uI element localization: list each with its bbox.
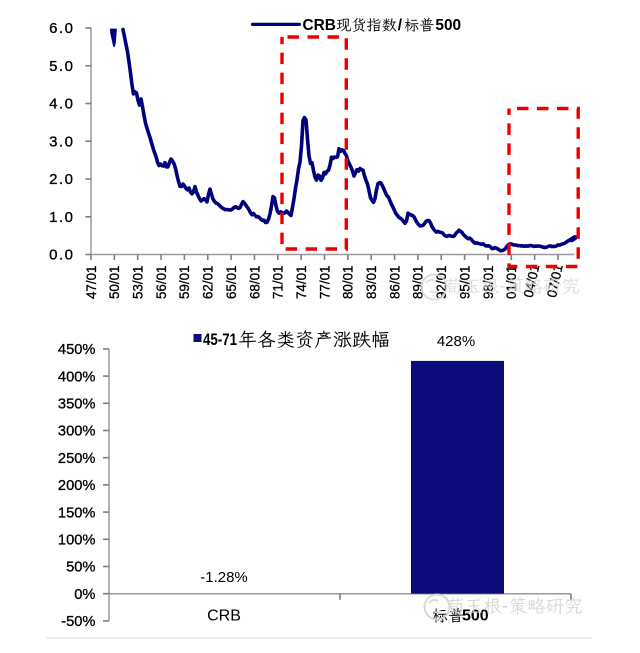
svg-text:2.0: 2.0: [49, 171, 74, 188]
svg-text:1.0: 1.0: [49, 209, 74, 226]
svg-text:500: 500: [462, 608, 489, 625]
svg-text:0%: 0%: [74, 587, 95, 603]
svg-text:450%: 450%: [58, 342, 96, 358]
svg-text:100%: 100%: [58, 533, 96, 549]
svg-text:71/01: 71/01: [271, 266, 286, 300]
svg-text:56/01: 56/01: [154, 266, 169, 300]
svg-text:350%: 350%: [58, 397, 96, 413]
svg-text:47/01: 47/01: [84, 266, 99, 300]
svg-text:/: /: [398, 17, 403, 34]
svg-text:5.0: 5.0: [49, 58, 74, 75]
svg-text:59/01: 59/01: [177, 266, 192, 300]
svg-text:-1.28%: -1.28%: [200, 569, 248, 586]
svg-text:74/01: 74/01: [294, 266, 309, 300]
svg-text:92/01: 92/01: [434, 266, 449, 300]
svg-text:6.0: 6.0: [49, 20, 74, 37]
svg-text:-50%: -50%: [61, 614, 95, 630]
svg-text:65/01: 65/01: [224, 266, 239, 300]
svg-text:150%: 150%: [58, 505, 96, 521]
svg-text:86/01: 86/01: [387, 266, 402, 300]
svg-text:95/01: 95/01: [457, 266, 472, 300]
svg-text:250%: 250%: [58, 451, 96, 467]
svg-text:50/01: 50/01: [107, 266, 122, 300]
svg-text:53/01: 53/01: [131, 266, 146, 300]
svg-text:400%: 400%: [58, 369, 96, 385]
svg-text:200%: 200%: [58, 478, 96, 494]
svg-text:80/01: 80/01: [341, 266, 356, 300]
svg-text:500: 500: [435, 17, 461, 34]
svg-text:45-71: 45-71: [203, 331, 237, 349]
svg-text:01/01: 01/01: [504, 266, 519, 300]
svg-text:62/01: 62/01: [201, 266, 216, 300]
svg-text:CRB: CRB: [303, 17, 336, 34]
svg-text:68/01: 68/01: [247, 266, 262, 300]
svg-text:0.0: 0.0: [49, 247, 74, 264]
svg-text:3.0: 3.0: [49, 133, 74, 150]
svg-text:83/01: 83/01: [364, 266, 379, 300]
svg-text:CRB: CRB: [207, 608, 241, 625]
svg-text:77/01: 77/01: [317, 266, 332, 300]
svg-text:-: -: [500, 275, 506, 296]
svg-text:50%: 50%: [66, 560, 95, 576]
svg-text:-: -: [502, 595, 508, 616]
svg-text:428%: 428%: [437, 333, 475, 350]
svg-text:4.0: 4.0: [49, 96, 74, 113]
svg-text:300%: 300%: [58, 424, 96, 440]
